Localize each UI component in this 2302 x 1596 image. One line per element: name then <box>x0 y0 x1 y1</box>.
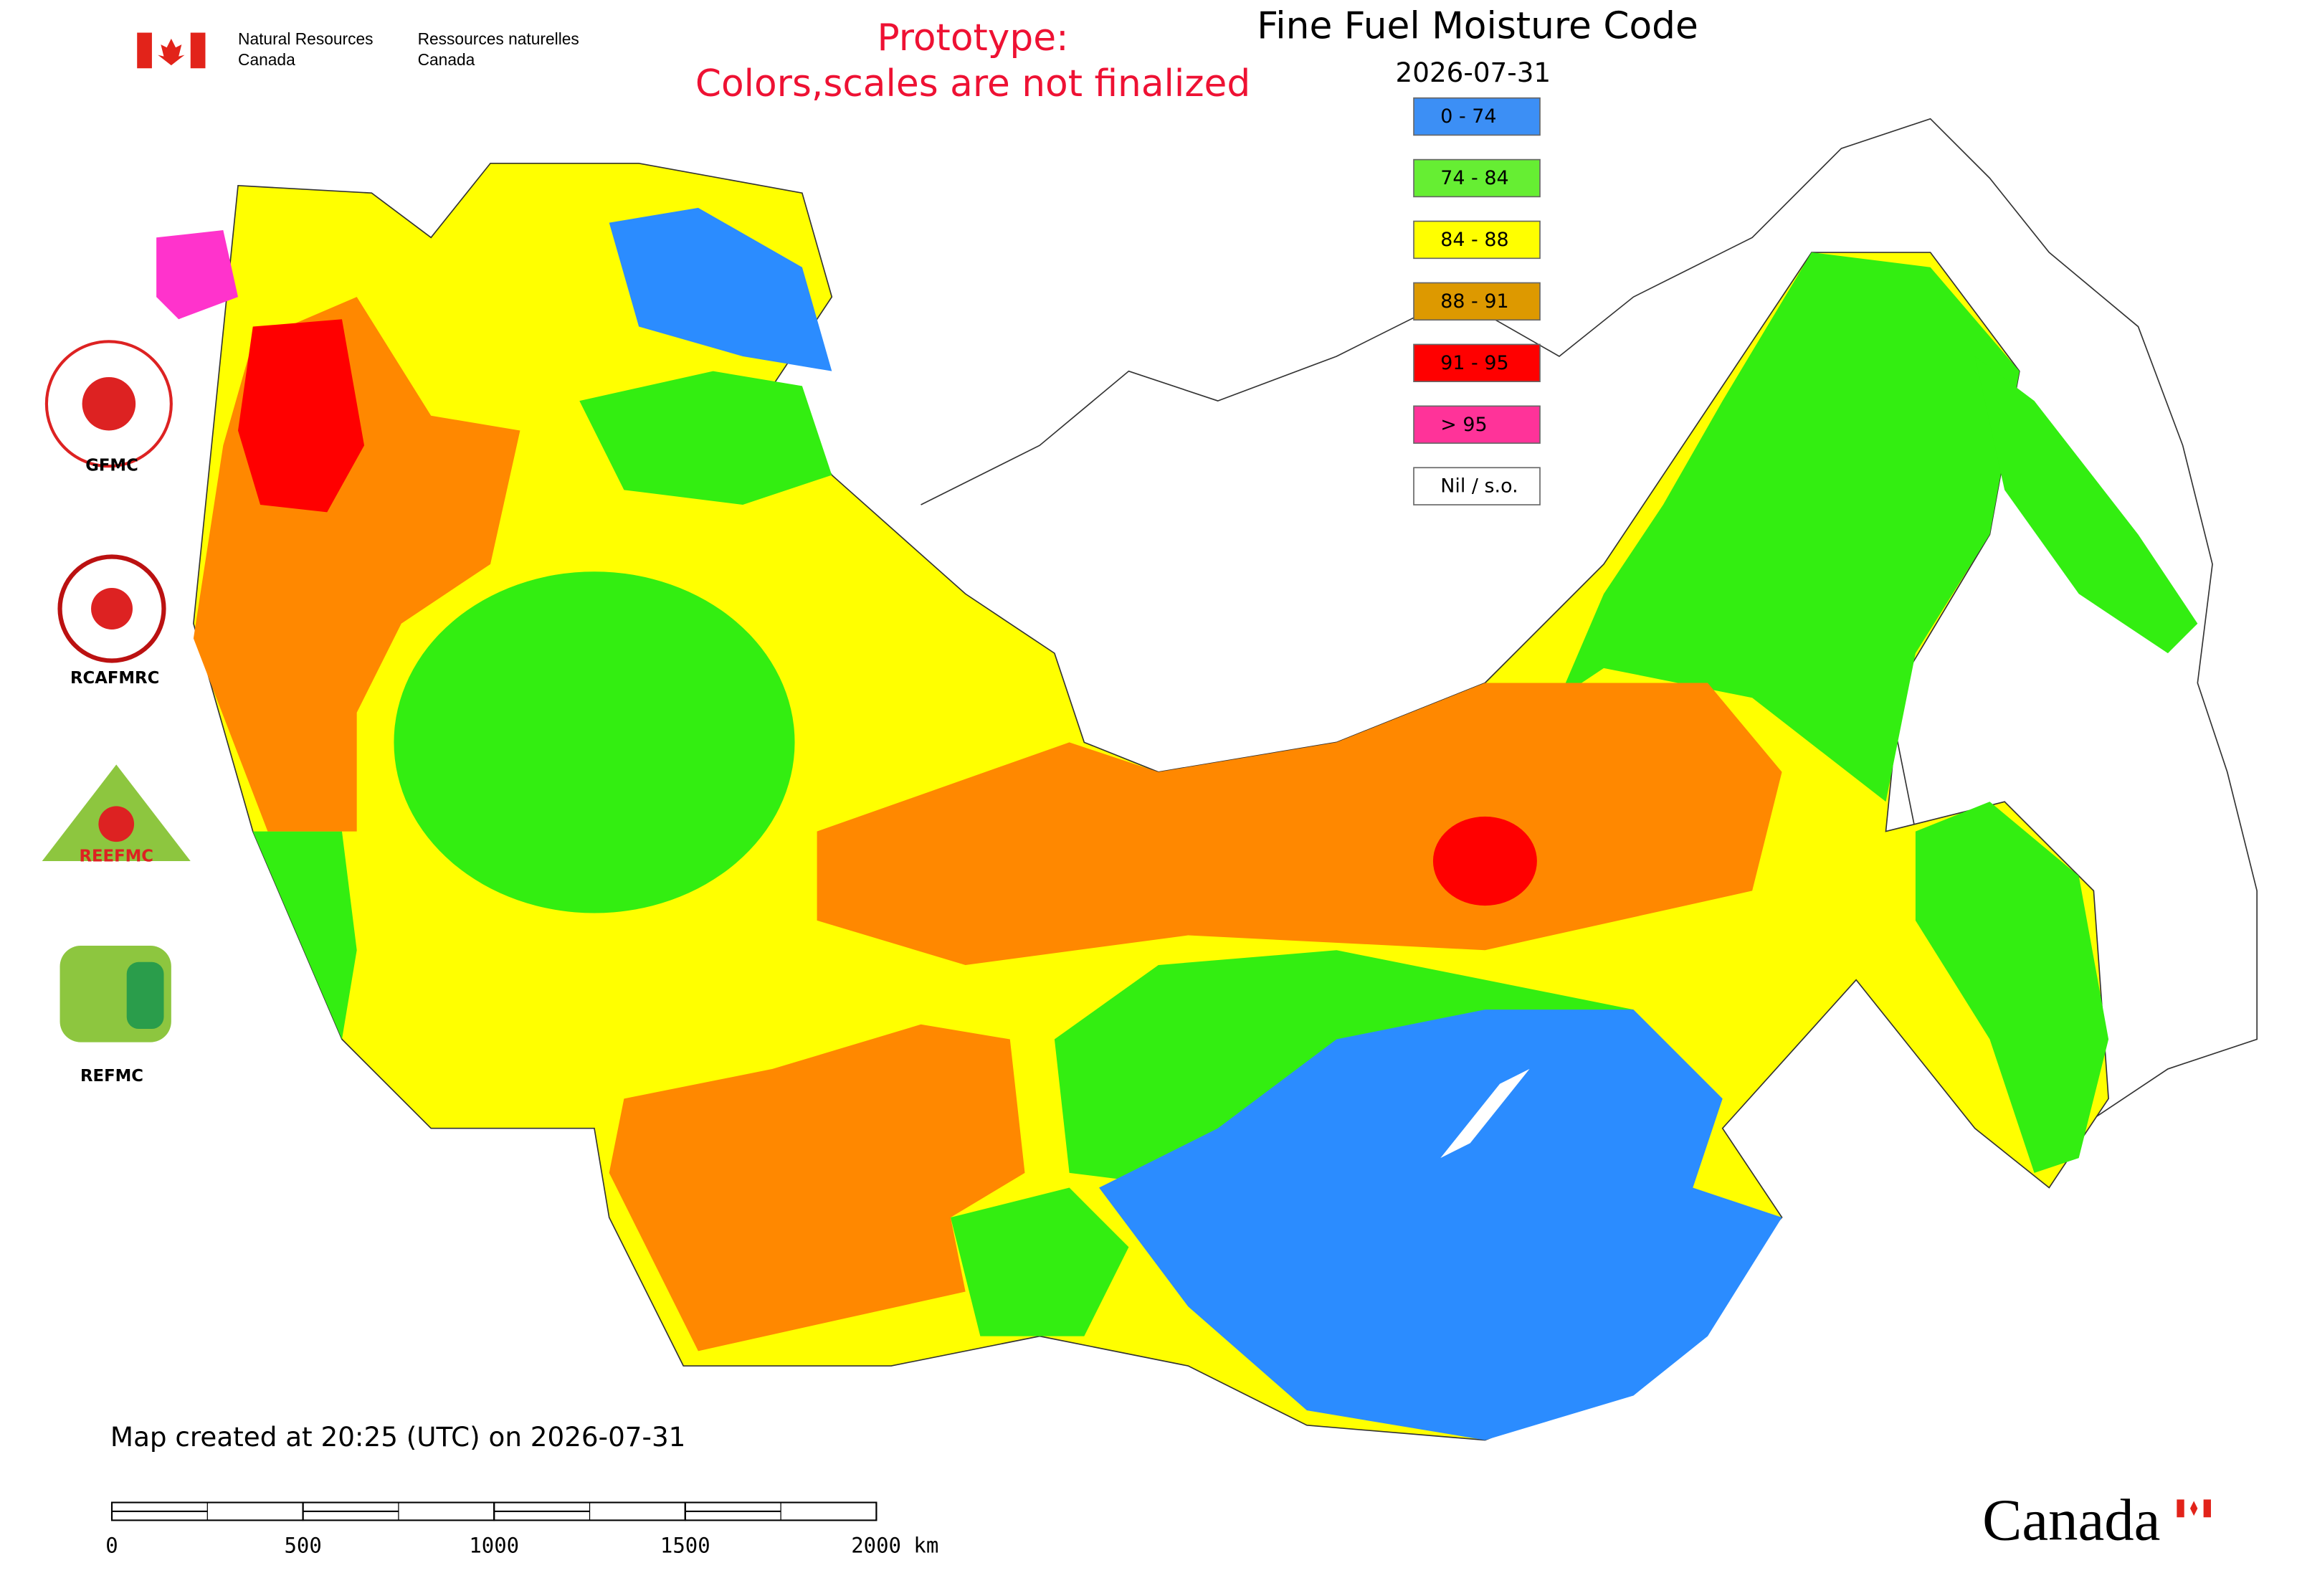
department-en: Natural Resources <box>238 29 374 48</box>
scale-label: 500 <box>284 1534 321 1558</box>
scale-bar: 0 500 1000 1500 2000 km <box>105 1501 938 1558</box>
flag-bar <box>2203 1499 2211 1518</box>
region-green <box>1915 802 2109 1173</box>
region-blue <box>1099 1010 1782 1440</box>
flag-bar <box>2177 1499 2184 1518</box>
scale-label: 0 <box>105 1534 118 1558</box>
map-timestamp: Map created at 20:25 (UTC) on 2026-07-31 <box>110 1421 685 1453</box>
legend-label: 91 - 95 <box>1440 352 1508 374</box>
map-area <box>156 118 2258 1441</box>
scale-label: 1500 <box>660 1534 710 1558</box>
partner-label: RCAFMRC <box>70 669 159 688</box>
region-magenta <box>156 229 239 320</box>
region-green <box>394 571 795 913</box>
prototype-notice: Prototype: <box>877 16 1068 60</box>
legend-label: 0 - 74 <box>1440 105 1496 128</box>
region-red <box>238 319 365 513</box>
logo-rcafmrc <box>91 587 133 630</box>
region-green <box>579 371 832 505</box>
partner-label: REFMC <box>80 1067 143 1086</box>
map-title: Fine Fuel Moisture Code <box>1257 4 1698 47</box>
logo-refmc <box>126 961 164 1029</box>
region-blue <box>609 207 832 371</box>
region-red <box>1432 816 1537 906</box>
region-green <box>1974 356 2198 654</box>
department-fr: Ressources naturelles <box>418 29 579 48</box>
legend-label: 84 - 88 <box>1440 229 1508 251</box>
legend-label: 74 - 84 <box>1440 167 1508 189</box>
region-orange <box>609 1024 1025 1352</box>
legend-swatch <box>1413 158 1541 198</box>
region-green <box>252 831 357 1040</box>
scale-label: 2000 km <box>851 1534 938 1558</box>
legend-swatch <box>1413 467 1541 505</box>
legend-label: > 95 <box>1440 414 1487 436</box>
maple-leaf <box>158 38 185 66</box>
region-green <box>1054 950 1663 1188</box>
region-green <box>1559 252 2020 802</box>
partner-label: REEFMC <box>79 847 153 865</box>
maple-leaf <box>2189 1501 2198 1516</box>
nrcan-signature: Natural Resources Canada Ressources natu… <box>137 29 579 69</box>
department-en: Canada <box>238 50 295 69</box>
logo-reefmc <box>98 806 135 842</box>
legend-swatch <box>1413 405 1541 444</box>
legend-swatch <box>1413 343 1541 382</box>
canada-wordmark: Canada <box>1982 1487 2211 1553</box>
scale-label: 1000 <box>469 1534 519 1558</box>
department-fr: Canada <box>418 50 475 69</box>
logo-gfmc <box>82 376 136 431</box>
legend-swatch <box>1413 220 1541 260</box>
region-green <box>950 1187 1129 1336</box>
region-orange <box>817 683 1782 965</box>
legend-swatch <box>1413 282 1541 321</box>
legend-label: Nil / s.o. <box>1440 475 1518 498</box>
legend-swatch <box>1413 97 1541 136</box>
legend: 0 - 74 74 - 84 84 - 88 88 - 91 91 - 95 > 95 Ni… <box>1413 97 1541 505</box>
flag-bar <box>137 32 152 69</box>
flag-bar <box>190 32 206 69</box>
logo-gfmc <box>44 340 173 468</box>
map-date: 2026-07-31 <box>1396 57 1551 88</box>
partner-logos: GFMC RCAFMRC REEFMC REFMC <box>42 340 191 1086</box>
lake <box>1440 1068 1530 1159</box>
legend-label: 88 - 91 <box>1440 290 1508 313</box>
prototype-notice: Colors,scales are not finalized <box>695 62 1250 105</box>
partner-label: GFMC <box>85 457 138 475</box>
wordmark: Canada <box>1982 1487 2160 1553</box>
